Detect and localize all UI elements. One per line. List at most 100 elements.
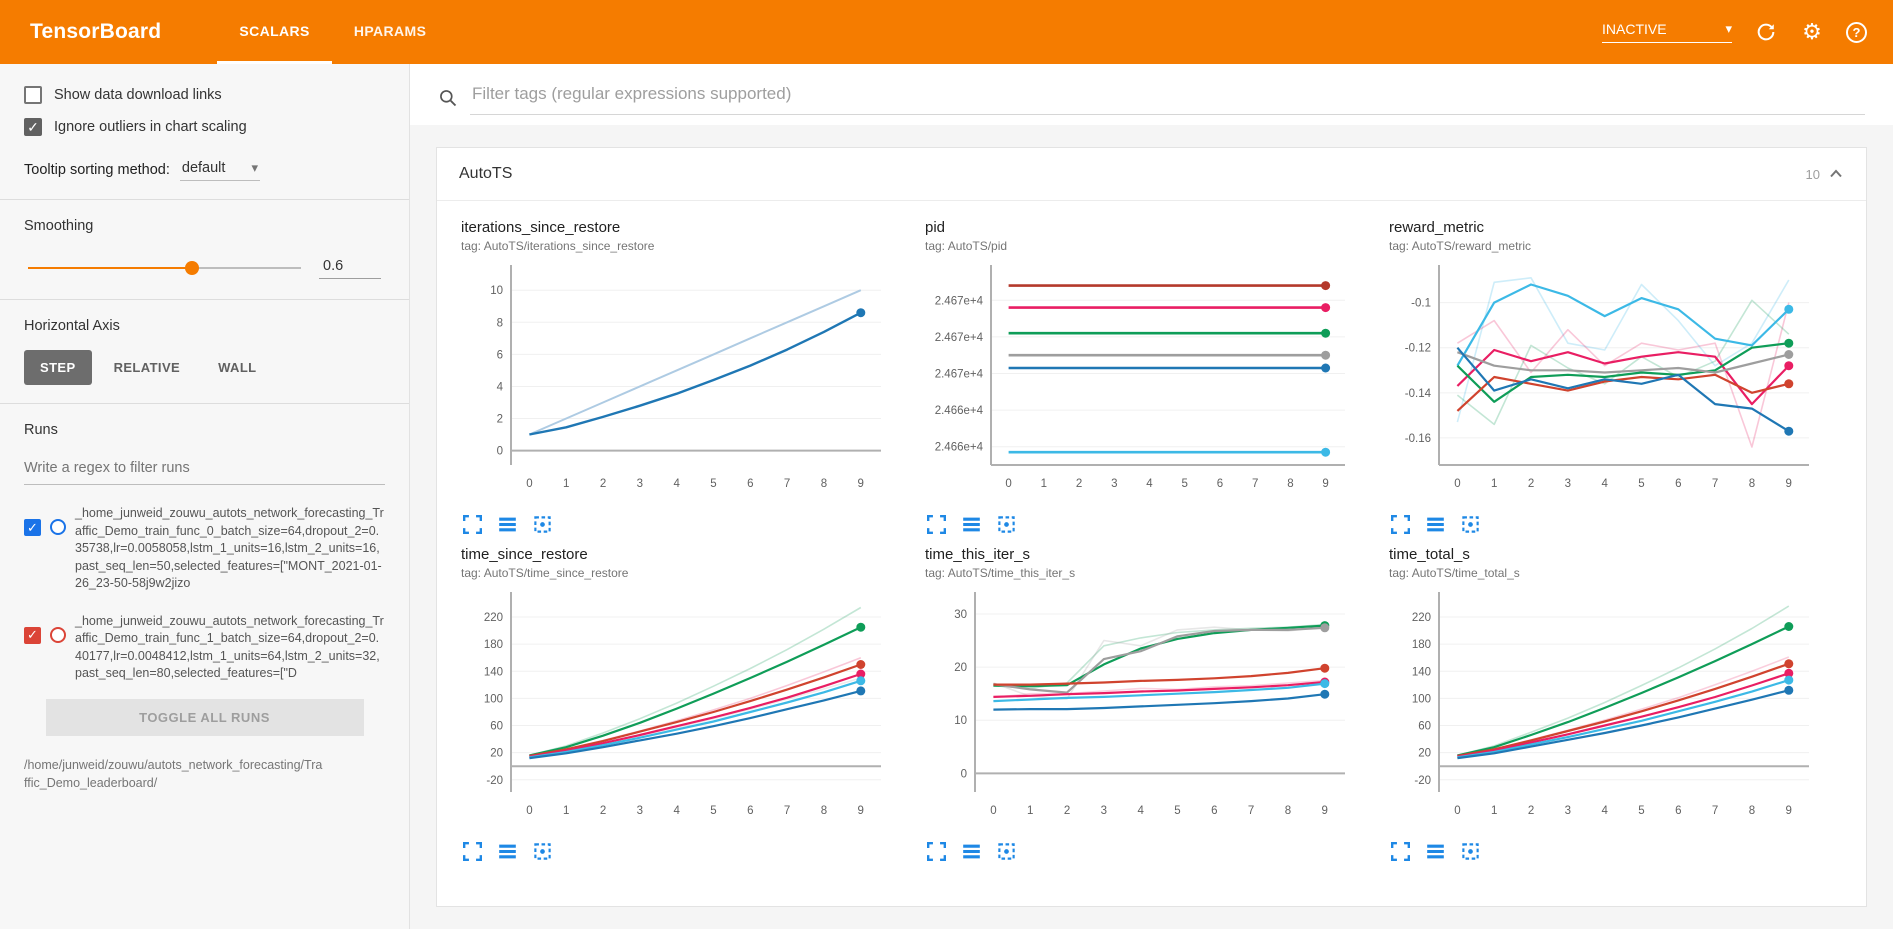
expand-chart-icon[interactable] — [1391, 842, 1410, 861]
svg-text:3: 3 — [1101, 805, 1107, 817]
svg-text:9: 9 — [1322, 478, 1328, 490]
svg-text:8: 8 — [497, 317, 503, 329]
svg-text:7: 7 — [1248, 805, 1254, 817]
fit-domain-icon[interactable] — [997, 515, 1016, 534]
axis-relative-button[interactable]: RELATIVE — [98, 350, 197, 385]
svg-text:100: 100 — [1412, 693, 1431, 705]
svg-text:7: 7 — [1252, 478, 1258, 490]
view-data-icon[interactable] — [962, 515, 981, 534]
show-download-links-checkbox[interactable]: Show data download links — [24, 86, 385, 104]
view-data-icon[interactable] — [498, 515, 517, 534]
chart-tag: tag: AutoTS/reward_metric — [1389, 239, 1532, 253]
run-checkbox-icon[interactable]: ✓ — [24, 626, 41, 644]
horizontal-axis-label: Horizontal Axis — [24, 318, 120, 334]
svg-text:3: 3 — [1565, 478, 1571, 490]
svg-text:20: 20 — [954, 662, 967, 674]
expand-chart-icon[interactable] — [927, 515, 946, 534]
svg-text:10: 10 — [490, 285, 503, 297]
tooltip-sorting-dropdown[interactable]: default ▾ — [179, 158, 260, 181]
smoothing-value-input[interactable]: 0.6 — [319, 256, 381, 279]
svg-text:2: 2 — [600, 478, 606, 490]
checkbox-checked-icon[interactable]: ✓ — [24, 118, 42, 136]
checkbox-unchecked-icon[interactable] — [24, 86, 42, 104]
svg-text:20: 20 — [490, 748, 503, 760]
svg-text:20: 20 — [1418, 748, 1431, 760]
expand-chart-icon[interactable] — [1391, 515, 1410, 534]
svg-text:7: 7 — [784, 805, 790, 817]
view-data-icon[interactable] — [1426, 842, 1445, 861]
run-name[interactable]: _home_junweid_zouwu_autots_network_forec… — [75, 506, 384, 590]
main-area: AutoTS 10 iterations_since_restore tag: … — [410, 64, 1893, 929]
chart-title: iterations_since_restore — [461, 219, 621, 236]
fit-domain-icon[interactable] — [533, 842, 552, 861]
tag-filter-input[interactable] — [470, 80, 1865, 115]
caret-down-icon: ▾ — [1725, 21, 1732, 36]
horizontal-axis-options: STEP RELATIVE WALL — [24, 350, 385, 385]
fit-domain-icon[interactable] — [533, 515, 552, 534]
chart-plot[interactable]: 10 8 6 4 2 0 0 1 2 3 4 5 6 7 8 9 — [461, 257, 891, 509]
tab-hparams[interactable]: HPARAMS — [353, 22, 427, 39]
svg-text:140: 140 — [484, 666, 503, 678]
fit-domain-icon[interactable] — [997, 842, 1016, 861]
svg-text:9: 9 — [1786, 805, 1792, 817]
svg-text:2.467e+4: 2.467e+4 — [935, 295, 984, 307]
tooltip-sorting-label: Tooltip sorting method: — [24, 161, 170, 178]
runs-filter-input[interactable] — [24, 454, 385, 485]
ignore-outliers-checkbox[interactable]: ✓ Ignore outliers in chart scaling — [24, 118, 385, 136]
fit-domain-icon[interactable] — [1461, 842, 1480, 861]
svg-text:0: 0 — [990, 805, 996, 817]
refresh-icon[interactable] — [1754, 20, 1778, 44]
card-title[interactable]: AutoTS — [459, 165, 513, 182]
svg-text:5: 5 — [1638, 805, 1644, 817]
run-item[interactable]: ✓ _home_junweid_zouwu_autots_network_for… — [24, 613, 385, 683]
svg-text:180: 180 — [1412, 639, 1431, 651]
chart-tag: tag: AutoTS/iterations_since_restore — [461, 239, 655, 253]
svg-text:6: 6 — [747, 478, 753, 490]
svg-text:1: 1 — [1041, 478, 1047, 490]
slider-thumb[interactable] — [184, 260, 199, 275]
svg-text:2.466e+4: 2.466e+4 — [935, 442, 984, 454]
view-data-icon[interactable] — [498, 842, 517, 861]
svg-text:6: 6 — [1217, 478, 1223, 490]
run-item[interactable]: ✓ _home_junweid_zouwu_autots_network_for… — [24, 505, 385, 593]
tab-scalars[interactable]: SCALARS — [217, 0, 332, 64]
chart-plot[interactable]: 220 180 140 100 60 20 -20 0 1 2 3 4 5 6 7 8 9 — [1389, 584, 1819, 836]
card-collapse-control[interactable]: 10 — [1806, 166, 1844, 182]
chart-title: reward_metric — [1389, 219, 1485, 236]
run-radio-icon[interactable] — [50, 626, 66, 643]
chart-plot[interactable]: -0.1 -0.12 -0.14 -0.16 0 1 2 3 4 5 6 7 8 9 — [1389, 257, 1819, 509]
search-icon — [440, 89, 457, 106]
fit-domain-icon[interactable] — [1461, 515, 1480, 534]
chevron-up-icon[interactable] — [1828, 166, 1844, 182]
settings-gear-icon[interactable]: ⚙ — [1802, 19, 1822, 44]
run-name[interactable]: _home_junweid_zouwu_autots_network_forec… — [75, 613, 384, 681]
toggle-all-runs-button[interactable]: TOGGLE ALL RUNS — [45, 698, 364, 736]
chart-tag: tag: AutoTS/time_this_iter_s — [925, 566, 1076, 580]
view-data-icon[interactable] — [1426, 515, 1445, 534]
view-data-icon[interactable] — [962, 842, 981, 861]
svg-text:10: 10 — [954, 715, 967, 727]
svg-text:0: 0 — [1454, 805, 1460, 817]
sidebar: Show data download links ✓ Ignore outlie… — [0, 64, 410, 929]
chart-actions — [463, 842, 891, 861]
run-checkbox-icon[interactable]: ✓ — [24, 519, 41, 536]
axis-wall-button[interactable]: WALL — [202, 350, 272, 385]
help-icon[interactable]: ? — [1846, 21, 1867, 43]
expand-chart-icon[interactable] — [927, 842, 946, 861]
svg-text:5: 5 — [1638, 478, 1644, 490]
svg-text:4: 4 — [673, 805, 680, 817]
status-dropdown[interactable]: INACTIVE ▾ — [1602, 21, 1732, 43]
expand-chart-icon[interactable] — [463, 515, 482, 534]
svg-text:1: 1 — [563, 478, 569, 490]
header-actions: INACTIVE ▾ ⚙ ? — [1602, 19, 1867, 44]
chart-plot[interactable]: 220 180 140 100 60 20 -20 0 1 2 3 4 5 6 7 8 9 — [461, 584, 891, 836]
svg-text:6: 6 — [497, 349, 503, 361]
chart-plot[interactable]: 2.467e+4 2.467e+4 2.467e+4 2.466e+4 2.466e+4… — [925, 257, 1355, 509]
chart-plot[interactable]: 30 20 10 0 0 1 2 3 4 5 6 7 8 9 — [925, 584, 1355, 836]
expand-chart-icon[interactable] — [463, 842, 482, 861]
smoothing-slider[interactable] — [28, 260, 301, 275]
axis-step-button[interactable]: STEP — [24, 350, 92, 385]
run-radio-icon[interactable] — [50, 519, 66, 535]
svg-text:7: 7 — [784, 478, 790, 490]
svg-text:9: 9 — [1786, 478, 1792, 490]
